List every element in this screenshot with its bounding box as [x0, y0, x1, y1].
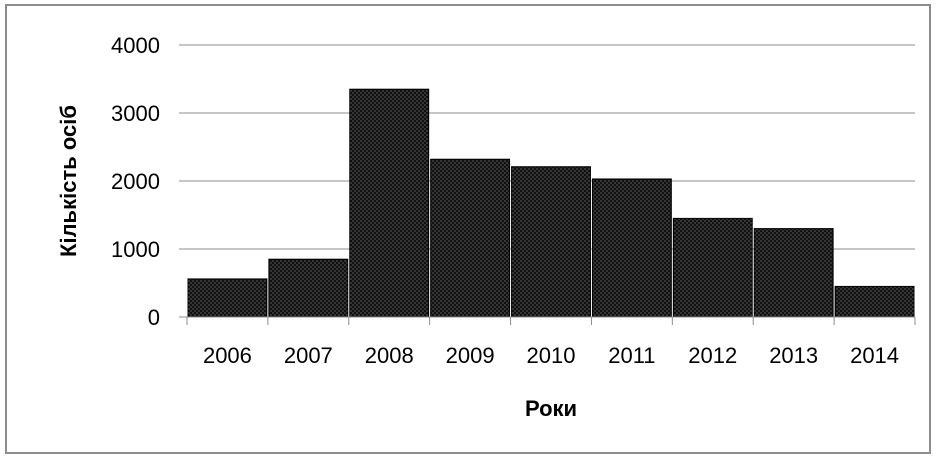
- y-tick-label: 4000: [111, 33, 160, 58]
- y-tick-label: 1000: [111, 237, 160, 262]
- x-tick-label: 2014: [850, 343, 899, 368]
- bar-2011: [591, 178, 672, 318]
- y-tick-labels: 0 1000 2000 3000 4000: [111, 33, 160, 330]
- bar-2007: [268, 258, 349, 318]
- x-tick-label: 2011: [608, 343, 655, 368]
- y-tick-label: 2000: [111, 169, 160, 194]
- bar-2006: [187, 278, 268, 318]
- bar-2008: [349, 88, 430, 318]
- x-tick-label: 2008: [365, 343, 414, 368]
- bars: [187, 88, 915, 318]
- axes: [179, 316, 916, 325]
- y-tick-label: 3000: [111, 101, 160, 126]
- y-axis-title: Кількість осіб: [56, 105, 81, 257]
- bar-2010: [511, 166, 591, 318]
- x-tick-label: 2013: [769, 343, 818, 368]
- x-tick-label: 2006: [203, 343, 252, 368]
- x-tick-label: 2010: [527, 343, 576, 368]
- bar-2014: [834, 285, 915, 318]
- x-tick-label: 2012: [688, 343, 737, 368]
- x-tick-labels: 2006 2007 2008 2009 2010 2011 2012 2013 2014: [203, 343, 899, 368]
- y-tick-label: 0: [148, 305, 160, 330]
- bar-2009: [430, 158, 511, 318]
- x-tick-label: 2009: [446, 343, 495, 368]
- bar-2012: [672, 217, 753, 318]
- x-tick-label: 2007: [284, 343, 333, 368]
- x-axis-title: Роки: [525, 396, 577, 421]
- bar-2013: [753, 228, 834, 318]
